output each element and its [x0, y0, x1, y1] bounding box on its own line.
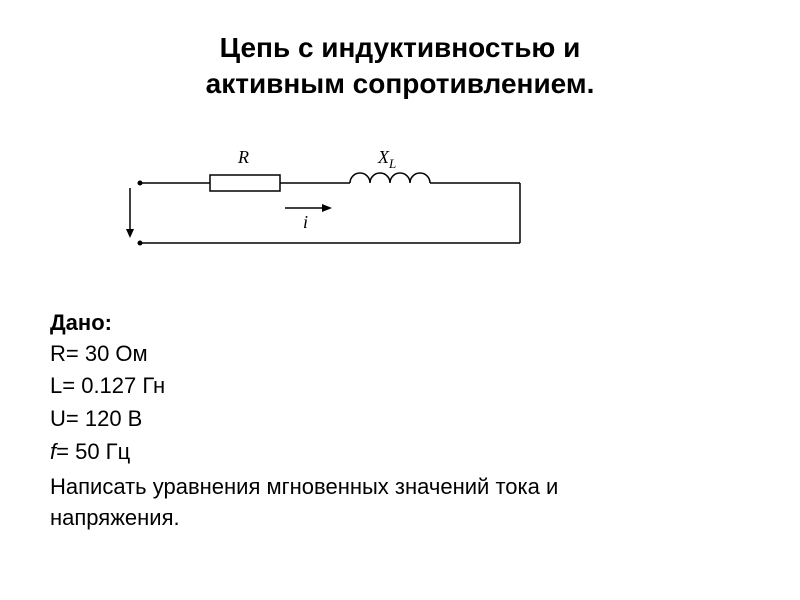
label-XL: XL: [377, 147, 396, 171]
given-section: Дано: R= 30 Ом L= 0.127 Гн U= 120 В f= 5…: [50, 308, 750, 534]
resistor: [210, 175, 280, 191]
label-R: R: [237, 147, 249, 167]
circuit-svg: R XL u i: [120, 133, 540, 273]
label-i: i: [303, 212, 308, 232]
page-title: Цепь с индуктивностью и активным сопроти…: [50, 30, 750, 103]
given-line-L: L= 0.127 Гн: [50, 371, 750, 402]
circuit-diagram: R XL u i: [50, 133, 750, 273]
given-line-f: f= 50 Гц: [50, 437, 750, 468]
given-line-U: U= 120 В: [50, 404, 750, 435]
current-arrow-head: [322, 204, 332, 212]
question-line-2: напряжения.: [50, 503, 750, 534]
question-line-1: Написать уравнения мгновенных значений т…: [50, 472, 750, 503]
given-line-R: R= 30 Ом: [50, 339, 750, 370]
voltage-arrow-head: [126, 229, 134, 238]
inductor: [350, 173, 430, 183]
title-line-1: Цепь с индуктивностью и: [50, 30, 750, 66]
given-header: Дано:: [50, 308, 750, 339]
title-line-2: активным сопротивлением.: [50, 66, 750, 102]
